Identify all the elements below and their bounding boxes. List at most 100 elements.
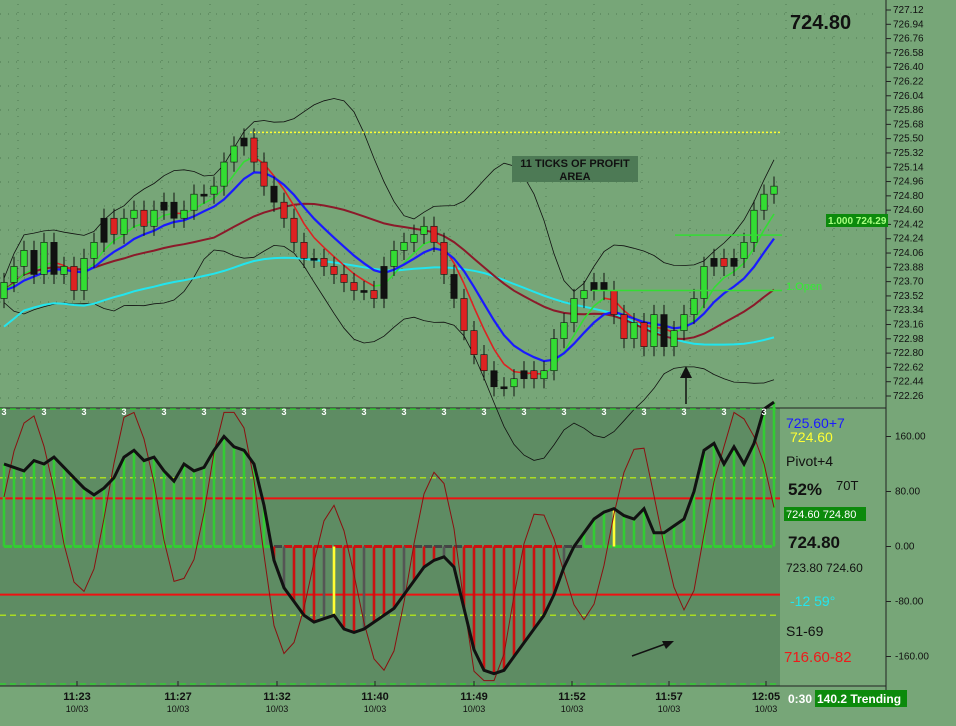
fast-ma-segment: [503, 363, 515, 373]
s1-label: S1-69: [786, 623, 824, 639]
divergence-arrow-head: [662, 641, 674, 649]
candle-body: [750, 209, 758, 243]
bollinger-lower-line: [3, 244, 775, 461]
bar-count-marker: 3: [721, 407, 726, 417]
candle-body: [10, 266, 18, 283]
bar-count-marker: 3: [1, 407, 6, 417]
signal-line: [3, 411, 775, 682]
pivot-label: Pivot+4: [786, 453, 833, 469]
candle-body: [360, 290, 368, 293]
bar-count-marker: 3: [201, 407, 206, 417]
bar-count-marker: 3: [81, 407, 86, 417]
date-tick-label: 10/03: [658, 704, 681, 714]
fast-ma-segment: [573, 318, 585, 336]
price-tick-label: 726.04: [893, 91, 924, 102]
time-tick-label: 11:23: [63, 691, 91, 703]
candle-body: [420, 225, 428, 235]
candle-body: [690, 298, 698, 315]
candle-body: [500, 386, 508, 390]
price-tick-label: 725.86: [893, 105, 924, 116]
fast-ma-segment: [333, 256, 345, 266]
candle-body: [30, 250, 38, 275]
time-tick-label: 11:49: [460, 691, 488, 703]
box-label: 724.60 724.80: [786, 509, 856, 521]
date-tick-label: 10/03: [755, 704, 778, 714]
fast-ma-segment: [343, 264, 355, 275]
r1-label: 725.60+7: [786, 415, 845, 431]
candle-body: [140, 209, 148, 227]
price-tick-label: 726.40: [893, 62, 924, 73]
oscillator-axis: 160.00 80.00 0.00 -80.00 -160.00: [886, 432, 929, 663]
price-overlays: [250, 131, 782, 404]
candle-body: [370, 290, 378, 299]
fast-ma-segment: [593, 297, 605, 307]
candle-body: [230, 145, 238, 163]
fast-ma-segment: [713, 277, 725, 289]
bar-count-marker: 3: [441, 407, 446, 417]
s2-label: 716.60-82: [784, 649, 852, 666]
price-tick-label: 723.52: [893, 291, 924, 302]
candle-body: [50, 242, 58, 275]
bar-count-marker: 3: [601, 407, 606, 417]
candle-body: [130, 209, 138, 219]
date-tick-label: 10/03: [66, 704, 89, 714]
candle-body: [760, 193, 768, 211]
candle-body: [60, 266, 68, 275]
time-tick-label: 11:32: [263, 691, 291, 703]
target-label: 1.000 724.29: [828, 216, 887, 227]
fast-ma-segment: [103, 240, 115, 251]
candle-body: [470, 330, 478, 355]
dotted-grid: [0, 4, 880, 404]
candle-body: [260, 161, 268, 187]
date-tick-label: 10/03: [561, 704, 584, 714]
candle-body: [730, 258, 738, 267]
price-tick-label: 722.98: [893, 334, 924, 345]
fast-ma-segment: [323, 246, 335, 258]
candle-body: [90, 242, 98, 259]
candle-body: [40, 242, 48, 275]
osc-tick-label: 0.00: [895, 542, 915, 553]
candle-body: [660, 314, 668, 347]
candle-body: [710, 258, 718, 267]
fast-ma-segment: [113, 234, 125, 242]
candle-body: [550, 338, 558, 372]
price-tick-label: 725.50: [893, 134, 924, 145]
angle-label: -12 59°: [790, 593, 835, 609]
pair-label: 723.80 724.60: [786, 561, 863, 575]
time-tick-label: 11:27: [164, 691, 192, 703]
fast-ma-segment: [493, 348, 505, 365]
fast-ma-segment: [93, 249, 105, 264]
candle-body: [670, 330, 678, 347]
yellow-price-label: 724.60: [790, 429, 833, 445]
annotation-line-2: AREA: [559, 171, 590, 183]
candlesticks: [0, 128, 778, 397]
candle-body: [390, 250, 398, 267]
candle-body: [640, 322, 648, 347]
candle-body: [340, 274, 348, 283]
fast-ma-segment: [763, 213, 775, 231]
bar-count-marker: 3: [761, 407, 766, 417]
time-tick-label: 11:40: [361, 691, 389, 703]
fast-ma-segment: [403, 252, 415, 264]
price-tick-label: 724.96: [893, 177, 924, 188]
box-label-bg: [784, 507, 866, 521]
candle-body: [100, 217, 108, 243]
fast-ma-segment: [303, 223, 315, 239]
fast-ma-segment: [213, 187, 225, 199]
price-tick-label: 723.16: [893, 320, 924, 331]
trend-label: 140.2 Trending: [817, 692, 901, 706]
candle-body: [520, 370, 528, 380]
fast-ma-segment: [463, 283, 475, 308]
fast-ma-segment: [363, 279, 375, 287]
time-tick-label: 12:05: [752, 691, 780, 703]
candle-body: [270, 185, 278, 203]
candle-body: [430, 225, 438, 243]
bar-count-marker: 3: [561, 407, 566, 417]
fast-ma-segment: [283, 189, 295, 207]
fast-ma-segment: [413, 243, 425, 254]
time-tick-label: 11:52: [558, 691, 586, 703]
candle-body: [600, 282, 608, 291]
candle-body: [160, 201, 168, 211]
bar-count-marker: 3: [321, 407, 326, 417]
bar-count-marker: 3: [161, 407, 166, 417]
